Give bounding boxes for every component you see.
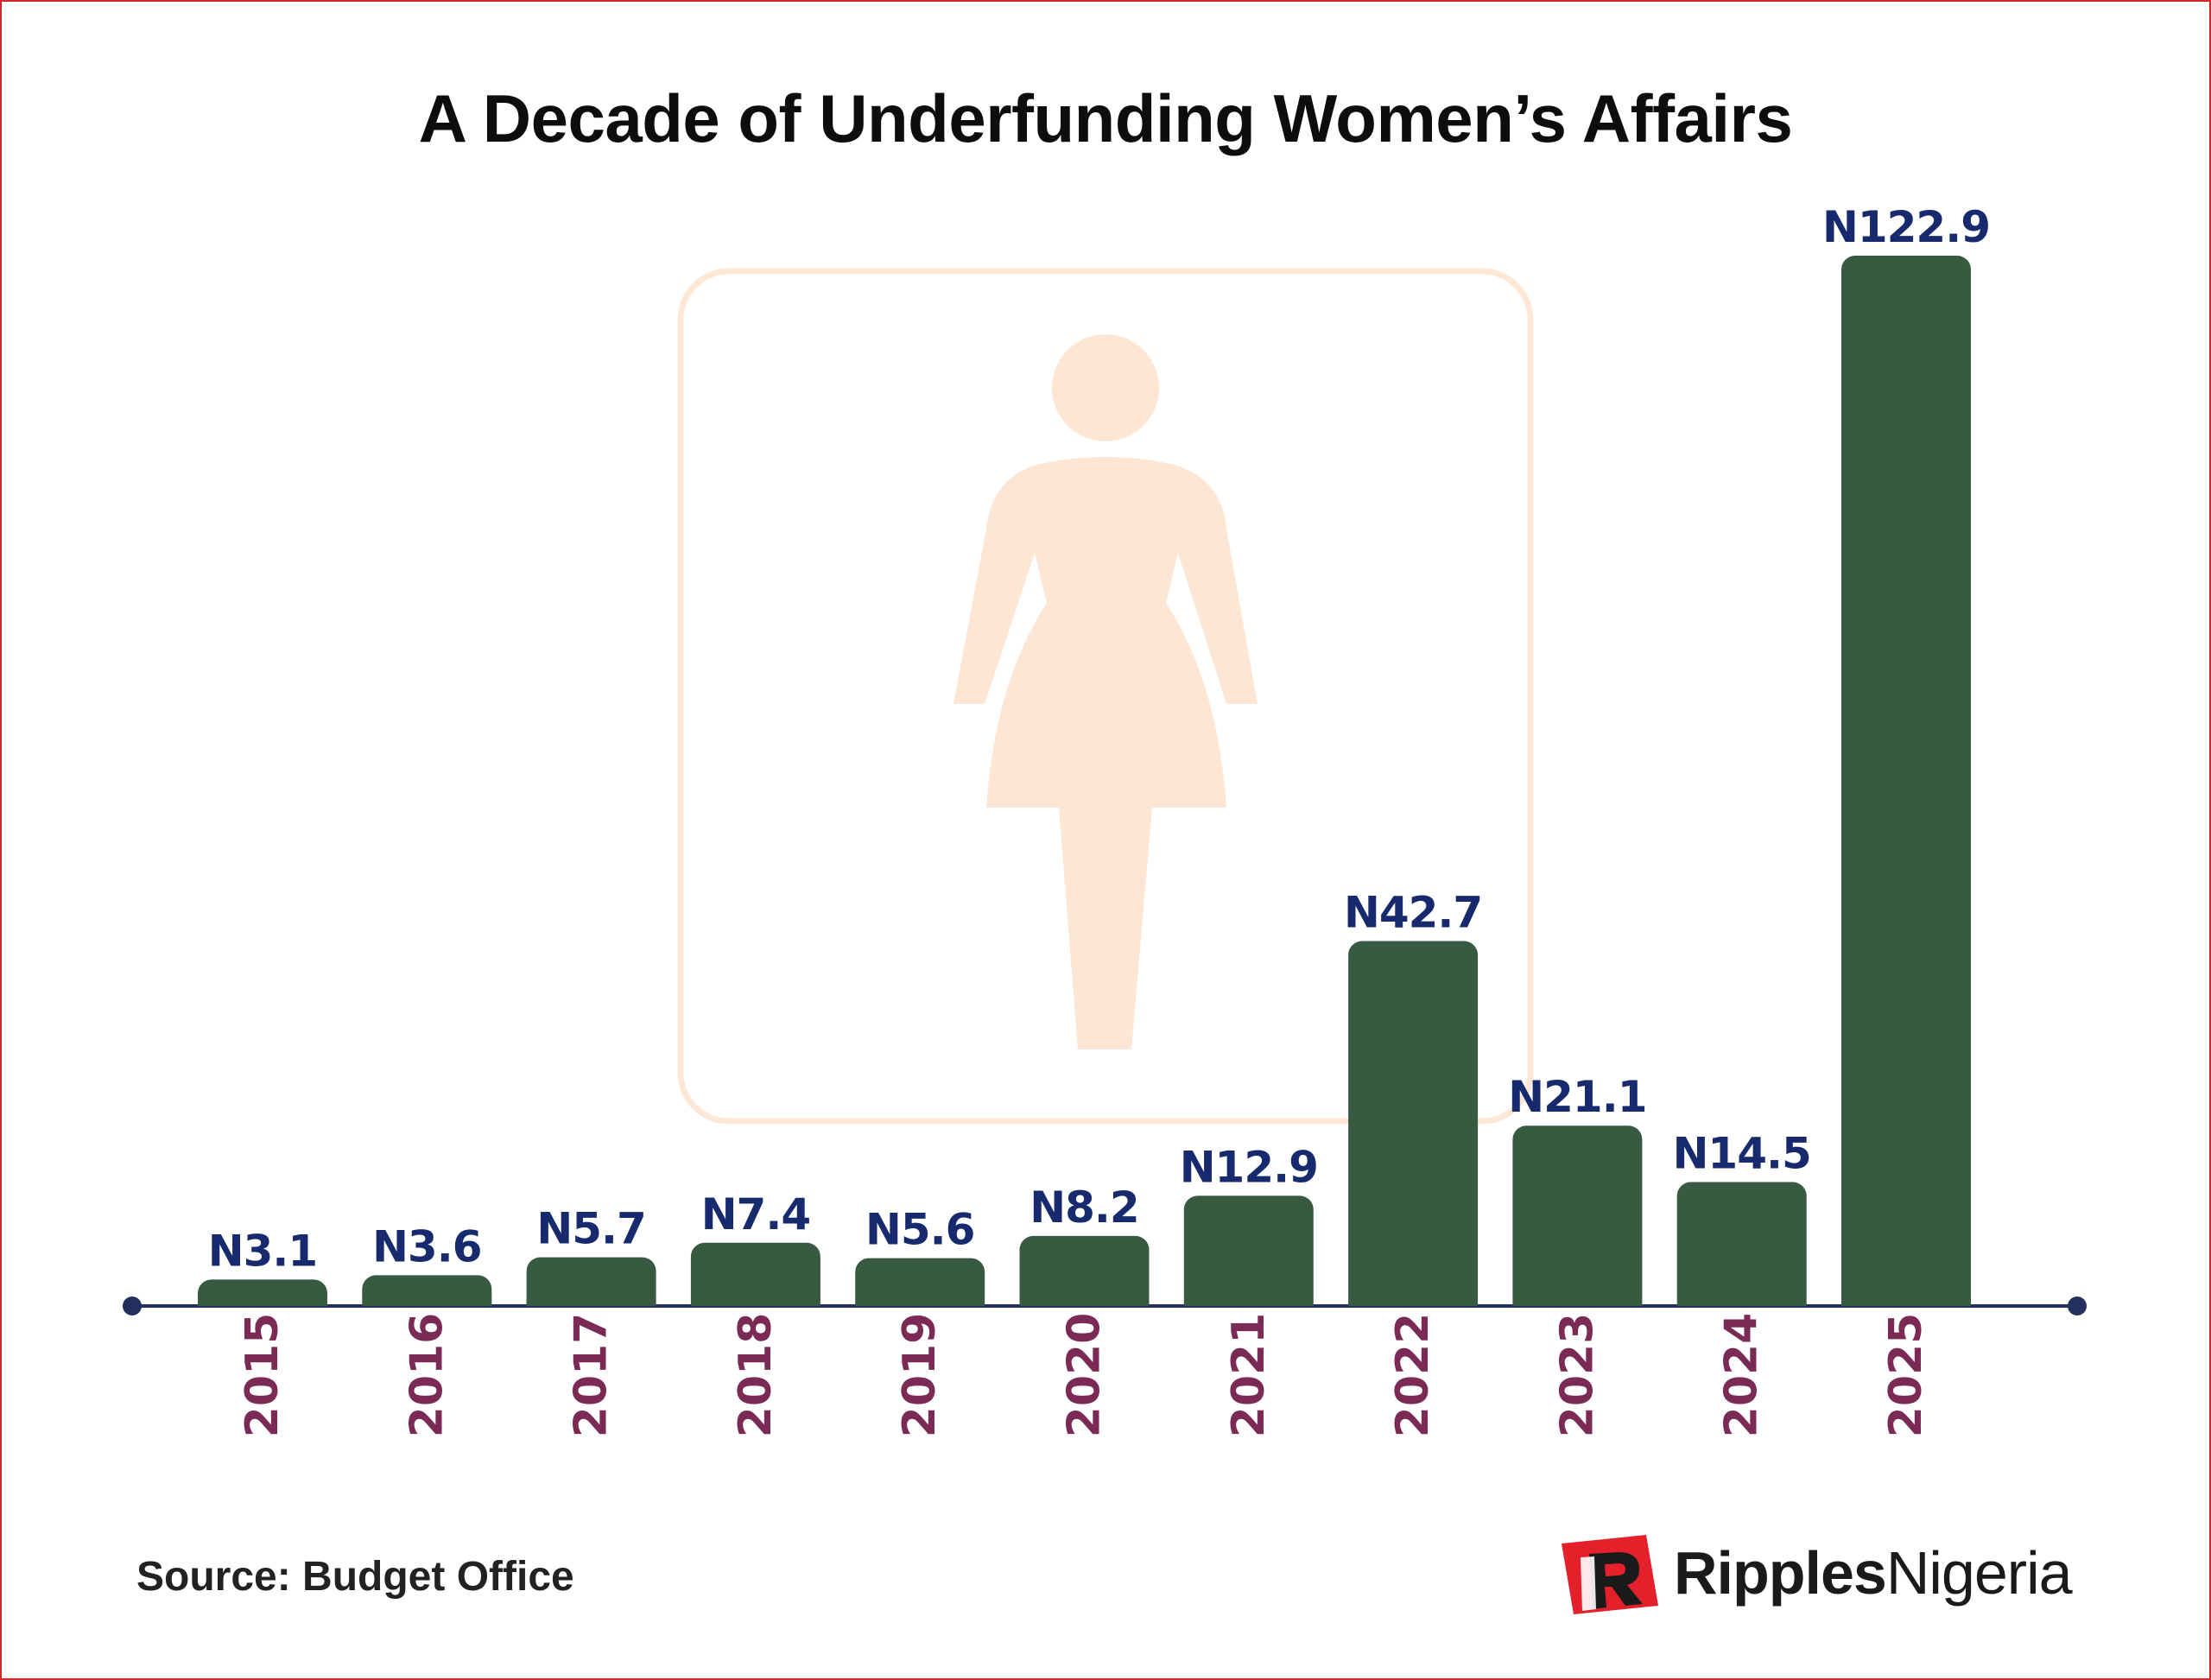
value-label-2016: N3.6 [372,1221,481,1271]
value-label-2021: N12.9 [1180,1142,1318,1192]
bar-2016 [362,1275,492,1306]
year-label-2015: 2015 [237,1313,288,1438]
year-label-2017: 2017 [566,1313,618,1438]
year-label-2016: 2016 [401,1313,453,1438]
value-label-2024: N14.5 [1673,1129,1811,1179]
value-label-2020: N8.2 [1029,1182,1138,1233]
value-label-2019: N5.6 [865,1205,974,1255]
year-label-2019: 2019 [894,1313,946,1438]
bar-2021 [1183,1195,1314,1306]
logo-wordmark: RipplesNigeria [1674,1538,2073,1607]
bar-2024 [1676,1182,1807,1306]
value-label-2025: N122.9 [1822,202,1990,252]
bar-2018 [690,1242,820,1306]
year-label-2020: 2020 [1059,1313,1111,1438]
year-label-2021: 2021 [1223,1313,1275,1438]
logo-word-ripples: Ripples [1674,1539,1887,1607]
axis-end-dot [2068,1296,2087,1315]
bar-2025 [1841,256,1971,1306]
year-label-2022: 2022 [1387,1313,1439,1438]
year-label-2023: 2023 [1551,1313,1603,1438]
value-label-2022: N42.7 [1344,888,1482,938]
value-label-2018: N7.4 [701,1189,810,1239]
bar-2023 [1512,1125,1643,1306]
ripples-nigeria-logo: RipplesNigeria [1556,1530,2109,1616]
bar-2015 [198,1279,327,1306]
year-label-2025: 2025 [1880,1313,1932,1438]
bar-2019 [855,1258,985,1306]
source-note: Source: Budget Office [136,1554,574,1600]
bar-2017 [526,1257,656,1306]
chart-title: A Decade of Underfunding Women’s Affairs [418,80,1793,156]
year-label-2018: 2018 [730,1313,782,1438]
bar-2022 [1348,941,1479,1306]
logo-word-nigeria: Nigeria [1885,1539,2073,1607]
value-label-2023: N21.1 [1508,1072,1646,1122]
year-label-2024: 2024 [1716,1313,1768,1438]
value-label-2017: N5.7 [536,1204,645,1254]
axis-start-dot [123,1296,142,1315]
bar-2020 [1019,1235,1150,1306]
value-label-2015: N3.1 [208,1226,317,1276]
ripples-logo-icon [1562,1535,1658,1614]
